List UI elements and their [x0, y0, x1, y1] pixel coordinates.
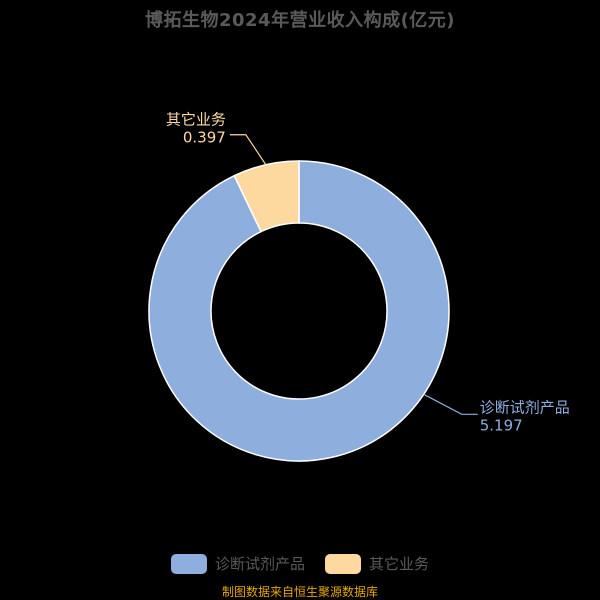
legend: 诊断试剂产品 其它业务	[0, 553, 600, 574]
legend-swatch-other	[325, 553, 361, 574]
legend-swatch-diagnostic	[170, 553, 207, 574]
source-note: 制图数据来自恒生聚源数据库	[221, 585, 378, 599]
data-label-diagnostic-name: 诊断试剂产品	[480, 398, 570, 416]
slice-other	[233, 160, 300, 233]
leader-line-other	[229, 134, 267, 166]
data-label-other-name: 其它业务	[166, 111, 226, 129]
legend-item-other: 其它业务	[325, 553, 429, 574]
legend-item-diagnostic: 诊断试剂产品	[170, 553, 305, 574]
leader-line-diagnostic	[423, 393, 478, 415]
legend-label-other: 其它业务	[369, 555, 430, 573]
data-label-diagnostic-value: 5.197	[480, 416, 523, 434]
legend-label-diagnostic: 诊断试剂产品	[214, 555, 305, 573]
data-label-other-value: 0.397	[183, 129, 226, 147]
slice-diagnostic	[148, 160, 450, 462]
chart-title: 博拓生物2024年营业收入构成(亿元)	[144, 10, 456, 31]
